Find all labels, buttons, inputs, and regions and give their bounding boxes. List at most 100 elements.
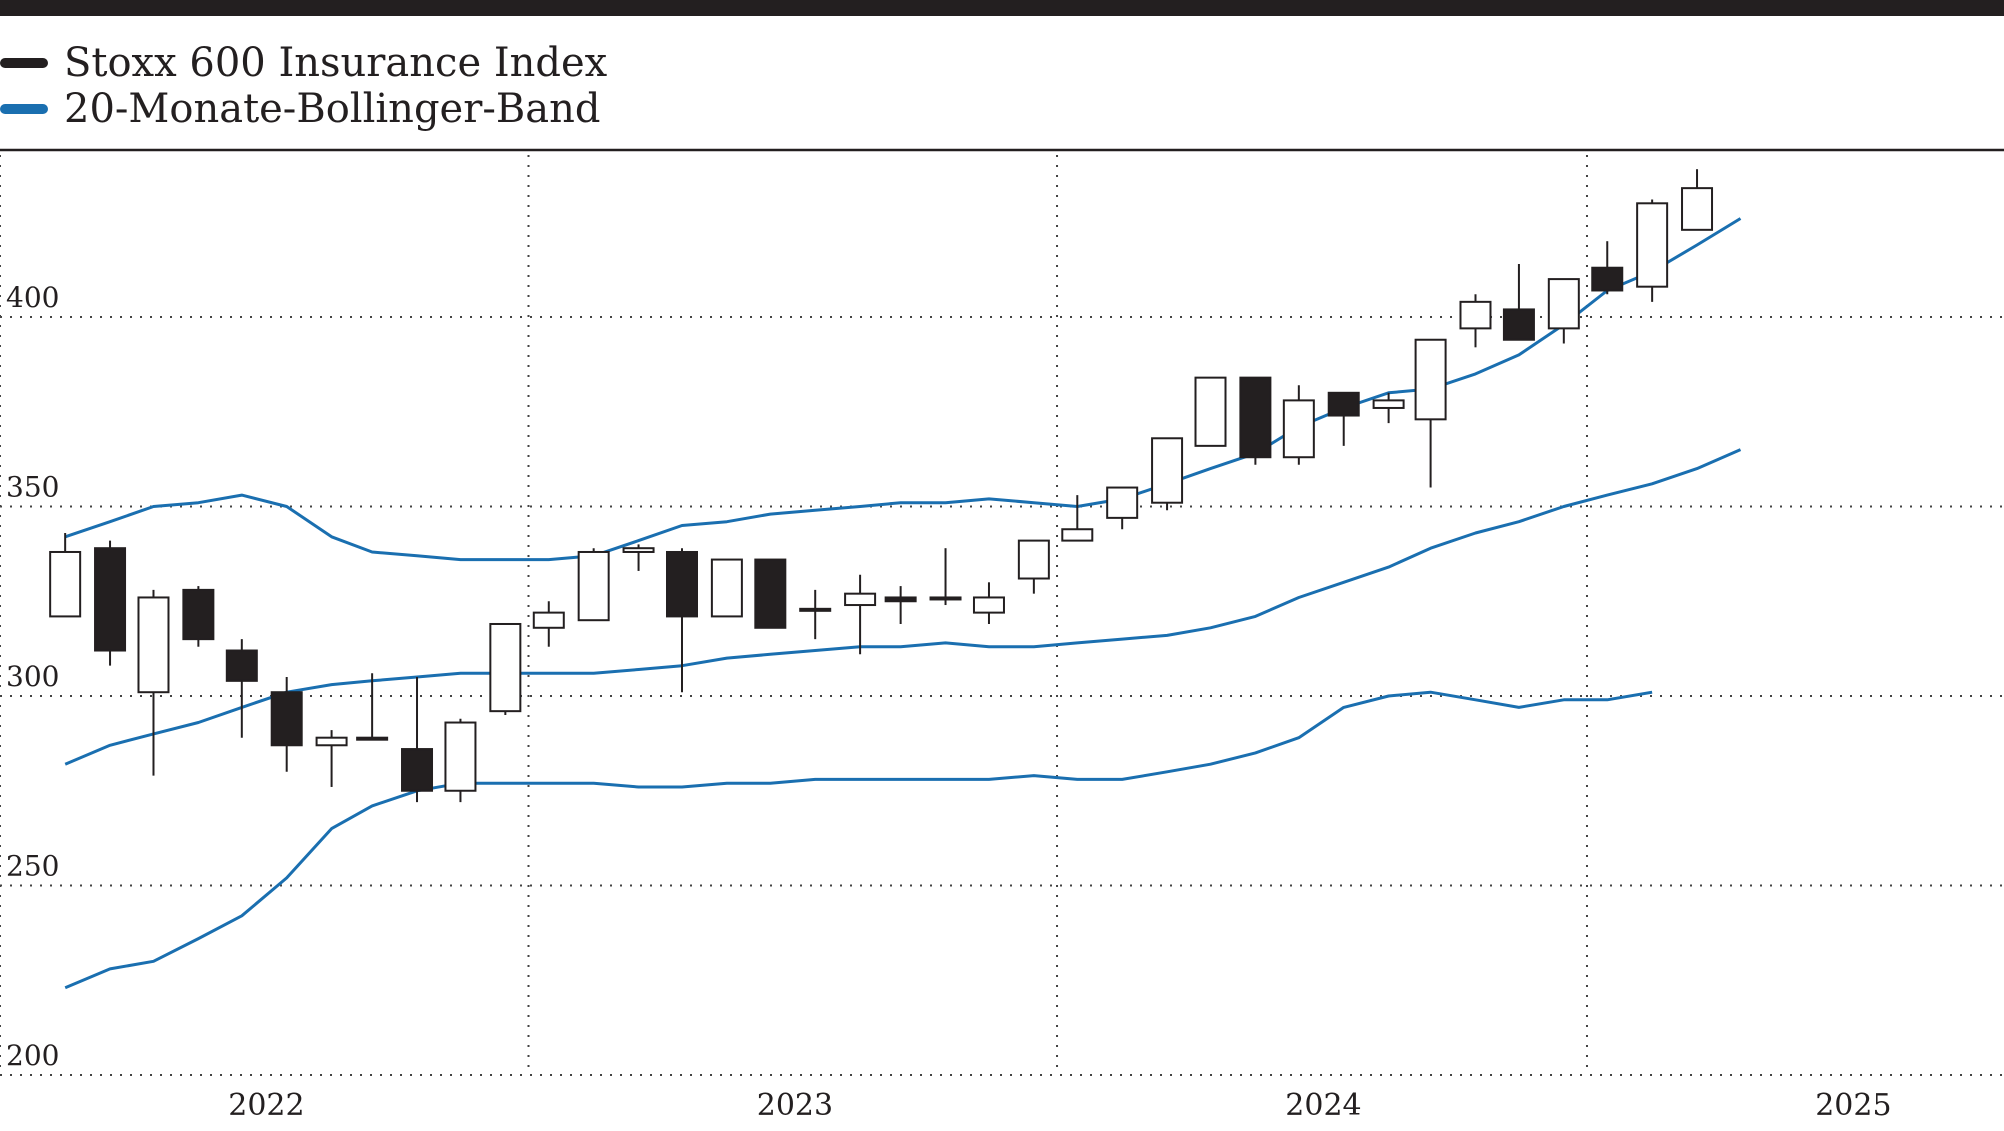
candle-body <box>799 607 832 612</box>
candle-layer <box>49 169 1714 803</box>
legend: Stoxx 600 Insurance Index 20-Monate-Boll… <box>0 40 607 132</box>
candle-body <box>884 596 917 603</box>
candle <box>1372 392 1405 424</box>
candle-body <box>1106 486 1139 519</box>
candle-body <box>49 550 82 618</box>
candle <box>1547 278 1580 344</box>
candle <box>1151 437 1184 511</box>
candle-body <box>1017 539 1050 580</box>
candle <box>444 718 477 803</box>
candle <box>799 589 832 640</box>
y-tick-label-400: 400 <box>6 281 59 314</box>
candle <box>225 639 258 738</box>
candle <box>489 622 522 715</box>
candle <box>665 548 698 693</box>
legend-item-index: Stoxx 600 Insurance Index <box>0 40 607 86</box>
bollinger-band-layer <box>64 217 1742 990</box>
candle-body <box>972 596 1005 614</box>
legend-swatch-band <box>0 104 48 114</box>
candle <box>94 540 127 666</box>
candle <box>1061 495 1094 542</box>
y-tick-label-300: 300 <box>6 660 59 693</box>
candle-body <box>844 592 877 607</box>
candle <box>315 730 348 787</box>
candle-body <box>754 558 787 629</box>
candle <box>137 589 170 776</box>
legend-label-band: 20-Monate-Bollinger-Band <box>64 86 601 132</box>
candle <box>182 586 215 647</box>
candle-body <box>1502 308 1535 341</box>
x-tick-label-2025: 2025 <box>1815 1088 1891 1123</box>
y-tick-label-200: 200 <box>6 1039 59 1072</box>
candle <box>1636 199 1669 302</box>
legend-swatch-index <box>0 58 48 68</box>
candle <box>1239 376 1272 465</box>
y-tick-label-250: 250 <box>6 850 59 883</box>
candle-body <box>622 547 655 553</box>
x-tick-label-2024: 2024 <box>1285 1088 1361 1123</box>
candle-body <box>1636 202 1669 288</box>
candle-body <box>1681 187 1714 231</box>
bollinger-lower-line <box>64 690 1653 990</box>
candle-body <box>1239 376 1272 459</box>
axis-labels: 200 250 300 350 400 2022 2023 2024 2025 <box>6 281 1892 1123</box>
candle <box>577 548 610 622</box>
candle <box>1106 486 1139 530</box>
candle <box>1459 294 1492 348</box>
candle-body <box>1151 437 1184 504</box>
x-tick-label-2023: 2023 <box>757 1088 833 1123</box>
candle-body <box>929 596 962 601</box>
candle-body <box>356 736 389 741</box>
candle-body <box>665 550 698 618</box>
candle <box>1194 376 1227 447</box>
grid-layer <box>0 148 2004 1076</box>
candle <box>1681 169 1714 231</box>
candle <box>270 677 303 772</box>
candle-body <box>1372 399 1405 409</box>
candle <box>1282 385 1315 465</box>
candle-body <box>94 547 127 652</box>
candle-body <box>1547 278 1580 330</box>
candle <box>622 544 655 571</box>
candle <box>929 548 962 606</box>
candle-body <box>532 611 565 629</box>
candle-body <box>1459 300 1492 330</box>
candle <box>1591 241 1624 295</box>
candle-body <box>577 550 610 622</box>
candle-body <box>1282 399 1315 459</box>
candle <box>1414 338 1447 488</box>
candle <box>884 586 917 624</box>
candle <box>1327 391 1360 446</box>
candle <box>49 533 82 618</box>
legend-label-index: Stoxx 600 Insurance Index <box>64 40 608 86</box>
candle <box>532 601 565 647</box>
legend-item-band: 20-Monate-Bollinger-Band <box>0 86 607 132</box>
candle-body <box>489 622 522 713</box>
candle <box>356 673 389 741</box>
candle <box>1017 539 1050 594</box>
bollinger-upper-line <box>64 217 1742 562</box>
top-bar <box>0 0 2004 16</box>
candle <box>1502 263 1535 341</box>
candle <box>844 574 877 655</box>
y-tick-label-350: 350 <box>6 471 59 504</box>
candle-body <box>315 736 348 747</box>
candle-body <box>1591 266 1624 292</box>
candle-body <box>1327 391 1360 417</box>
candle-body <box>401 748 434 792</box>
candle-body <box>444 721 477 792</box>
candle-body <box>1061 528 1094 542</box>
candle-body <box>710 558 743 618</box>
candle <box>754 558 787 629</box>
candle-body <box>225 649 258 682</box>
candle-body <box>1414 338 1447 421</box>
bollinger-middle-line <box>64 448 1742 766</box>
candle <box>401 677 434 803</box>
candle <box>972 582 1005 624</box>
x-tick-label-2022: 2022 <box>228 1088 304 1123</box>
candle-body <box>137 596 170 694</box>
candle-body <box>182 588 215 641</box>
candle-body <box>1194 376 1227 447</box>
candle <box>710 558 743 618</box>
